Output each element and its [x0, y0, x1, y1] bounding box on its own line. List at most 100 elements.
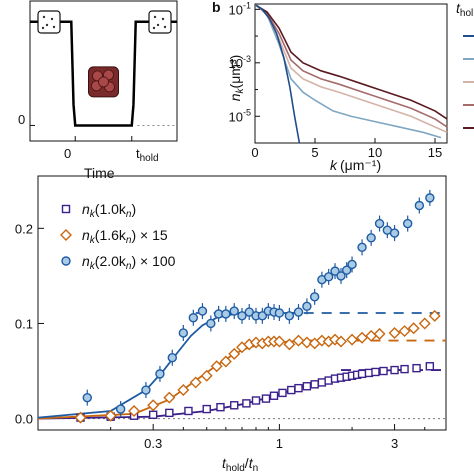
panel-b: b 0 5 10 15 10-1 10-3 10-5 nk(μm³) k (μm⁻¹) tho…	[212, 0, 474, 173]
panel-c-point-square	[412, 363, 421, 373]
panel-c-legend-marker-square	[61, 204, 71, 214]
panel-c-x-label: thold/tn	[222, 455, 258, 474]
panel-c-fit-line-1	[37, 339, 322, 420]
panel-c-point-circle	[309, 292, 320, 302]
panel-c-point-circle	[323, 272, 334, 282]
panel-c: 0.3 1 3 0.0 0.1 0.2 nk(1.0kn) nk(1.6kn) × 15 nk…	[15, 175, 447, 474]
panel-a-x-tick-0: 0	[64, 146, 71, 161]
box-illustration-icon	[37, 10, 61, 34]
panel-c-point-circle	[257, 311, 268, 321]
panel-c-point-circle	[197, 306, 208, 316]
panel-c-point-square	[310, 380, 319, 389]
panel-c-point-square	[251, 396, 261, 405]
panel-c-point-diamond	[407, 322, 420, 335]
panel-c-point-circle	[341, 265, 352, 275]
panel-b-series-line-3	[255, 4, 448, 128]
panel-b-x-tick-label: 10	[368, 145, 382, 160]
atom-dot-icon	[42, 15, 46, 19]
panel-c-point-circle	[178, 328, 189, 338]
panel-c-point-circle	[274, 308, 285, 318]
panel-c-point-diamond	[273, 335, 286, 348]
panel-c-point-circle	[167, 353, 177, 363]
panel-b-x-tick-label: 5	[311, 145, 318, 160]
panel-a-potential-line	[30, 20, 177, 127]
panel-c-point-circle	[237, 311, 247, 321]
panel-c-point-diamond	[177, 384, 190, 397]
panel-c-point-circle	[374, 218, 385, 229]
panel-c-point-diamond	[300, 336, 313, 349]
panel-c-point-square	[317, 378, 327, 387]
atom-dot-icon	[152, 26, 156, 30]
panel-c-point-circle	[425, 193, 435, 203]
atom-dot-icon	[50, 17, 54, 21]
panel-c-x-tick-label: 1	[276, 436, 283, 451]
panel-c-point-square	[261, 394, 271, 403]
panel-a: 0 0 thold Time	[18, 0, 178, 181]
panel-c-point-circle	[221, 309, 231, 319]
panel-c-point-diamond	[346, 333, 359, 346]
panel-c-point-square	[230, 401, 239, 410]
panel-a-x-tick-1: thold	[136, 146, 159, 164]
panel-b-y-tick-label: 10-3	[229, 54, 251, 71]
panel-c-point-circle	[293, 307, 304, 317]
panel-c-point-diamond	[418, 317, 431, 330]
panel-c-legend-marker-diamond	[60, 229, 72, 241]
panel-c-point-diamond	[356, 331, 369, 344]
panel-c-point-circle	[82, 392, 92, 403]
panel-c-point-square	[202, 404, 211, 414]
panel-c-x-tick-label: 3	[391, 436, 398, 451]
panel-c-point-square	[148, 410, 158, 419]
atom-dot-icon	[163, 25, 167, 29]
panel-c-legend-label: nk(1.0kn)	[82, 201, 136, 220]
panel-c-point-square	[216, 402, 225, 412]
panel-a-y-tick-0: 0	[18, 112, 25, 127]
panel-c-point-circle	[347, 259, 357, 270]
panel-c-point-circle	[389, 228, 400, 238]
panel-b-y-tick-label: 10-5	[229, 107, 251, 124]
atom-dot-icon	[153, 15, 157, 19]
panel-c-point-circle	[302, 301, 312, 312]
panel-b-x-tick-label: 15	[428, 145, 442, 160]
panel-c-legend-label: nk(1.6kn) × 15	[82, 227, 168, 246]
panel-c-x-tick-label: 0.3	[144, 436, 162, 451]
panel-c-point-square	[242, 399, 251, 408]
atom-dot-icon	[161, 17, 165, 21]
panel-c-point-diamond	[373, 327, 386, 340]
panel-c-point-diamond	[200, 369, 213, 382]
atom-dot-icon	[52, 25, 56, 29]
panel-c-point-circle	[229, 306, 239, 316]
panel-c-point-circle	[284, 311, 295, 321]
panel-a-frame	[29, 0, 178, 142]
atom-dot-icon	[45, 23, 49, 27]
panel-c-point-diamond	[128, 404, 141, 417]
panel-c-point-circle	[366, 233, 376, 243]
panel-c-point-diamond	[219, 355, 232, 368]
panel-c-point-square	[184, 406, 193, 416]
panel-c-point-square	[357, 369, 367, 379]
panel-c-legend-marker-circle	[61, 256, 71, 266]
panel-c-point-diamond	[189, 376, 202, 389]
panel-c-point-square	[269, 391, 279, 400]
panel-c-point-square	[400, 364, 409, 374]
panel-c-point-diamond	[365, 329, 378, 342]
panel-c-legend-label: nk(2.0kn) × 100	[82, 253, 176, 272]
panel-b-y-label: nk(μm³)	[227, 55, 246, 102]
atom-dot-icon	[41, 26, 45, 30]
panel-b-series-line-1	[255, 4, 442, 139]
panel-c-y-tick-label: 0.0	[15, 412, 33, 427]
panel-c-point-diamond	[292, 334, 305, 347]
panel-b-legend-title: thol	[456, 0, 473, 19]
panel-b-x-label: k (μm⁻¹)	[330, 157, 381, 173]
panel-c-point-diamond	[335, 335, 348, 348]
panel-c-point-diamond	[428, 309, 441, 322]
panel-c-point-diamond	[398, 325, 411, 338]
panel-c-point-diamond	[147, 399, 160, 412]
panel-c-point-square	[390, 365, 399, 375]
panel-b-series-line-4	[255, 4, 448, 120]
panel-c-point-square	[379, 366, 388, 376]
panel-c-point-diamond	[210, 360, 223, 373]
panel-b-series-line-0	[255, 4, 301, 144]
panel-c-point-circle	[336, 271, 346, 281]
panel-c-point-square	[278, 388, 287, 398]
panel-c-point-circle	[330, 266, 340, 276]
